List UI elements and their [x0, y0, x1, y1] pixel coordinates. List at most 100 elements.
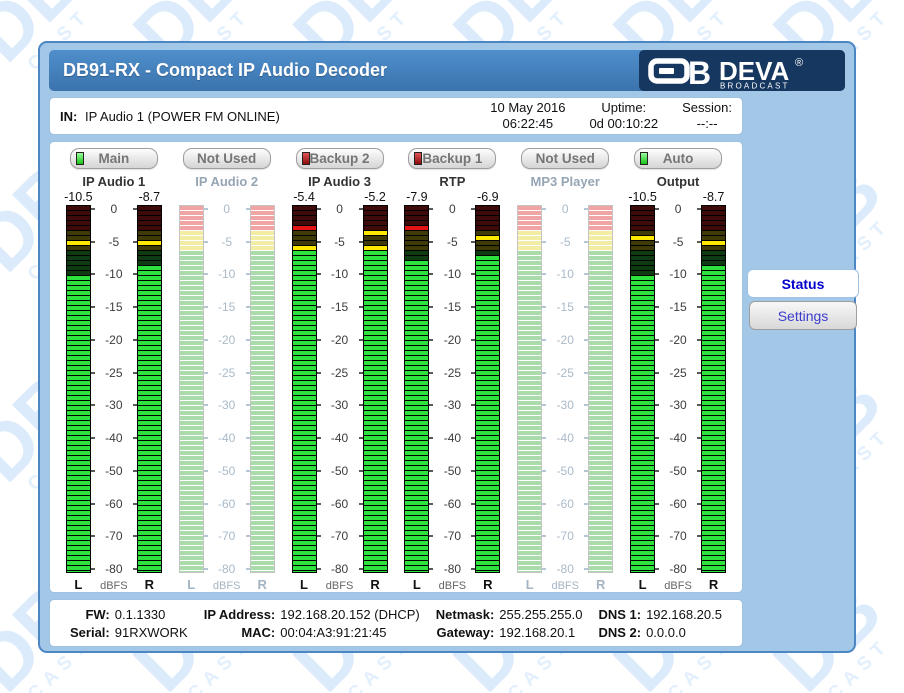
meter-segment [179, 436, 203, 440]
meter-segment [702, 231, 726, 235]
meter-segment [363, 416, 387, 420]
meter-segment [702, 396, 726, 400]
tick-dash [697, 437, 702, 440]
meter-segment [631, 511, 655, 515]
tick-label: -25 [443, 365, 462, 380]
meter-segment [702, 251, 726, 255]
meter-bars: 0 -5 -10 -15 -20 -25 -30 -40 -50 -60 -70 -80 [65, 202, 162, 576]
tick-dash [542, 437, 547, 440]
tick-dash [542, 404, 547, 407]
meter-segment [66, 406, 90, 410]
tick-dash [655, 568, 660, 570]
meter-segment [702, 401, 726, 405]
meter-segment [702, 246, 726, 250]
meter-segment [702, 311, 726, 315]
meter-segment [250, 401, 274, 405]
meter-segment [363, 496, 387, 500]
meter-segment [631, 301, 655, 305]
tick-label: -50 [669, 463, 687, 478]
meter-segment [179, 561, 203, 565]
red-led [301, 152, 310, 165]
scale-tick: -5 [542, 235, 589, 249]
tick-label: -10 [669, 267, 687, 282]
meter-segment [476, 551, 500, 555]
meter-segment [292, 486, 316, 490]
meter-segment [292, 346, 316, 350]
tick-dash [132, 273, 137, 276]
meter-segment [589, 336, 613, 340]
meter-segment [518, 461, 542, 465]
meter-segment [137, 411, 161, 415]
db-logo-dash [659, 67, 674, 74]
meter-segment [405, 261, 429, 265]
meter-segment [631, 556, 655, 560]
meter-segment [518, 431, 542, 435]
tick-dash [542, 371, 547, 374]
meter-segment [476, 421, 500, 425]
channel-label-left: L [187, 577, 196, 592]
meter-segment [405, 456, 429, 460]
meter-segment [363, 321, 387, 325]
tick-label: -15 [105, 300, 123, 315]
meter-segment [363, 251, 387, 255]
tick-dash [429, 437, 434, 440]
tick-dash [429, 306, 434, 309]
meter-segment [137, 451, 161, 455]
meter-segment [292, 516, 316, 520]
meter-segment [476, 561, 500, 565]
tab-settings[interactable]: Settings [749, 301, 857, 330]
tab-status[interactable]: Status [747, 269, 859, 298]
meter-segment [292, 236, 316, 240]
source-button-mp3-player[interactable]: Not Used [521, 148, 610, 169]
meter-segment [250, 406, 274, 410]
source-button-label: Auto [662, 151, 694, 166]
scale-tick: -50 [316, 464, 363, 478]
meter-segment [250, 551, 274, 555]
meter-segment [589, 391, 613, 395]
meter-segment [589, 466, 613, 470]
meter-segment [702, 426, 726, 430]
meter-segment [405, 501, 429, 505]
level-value-right: -8.7 [138, 190, 161, 204]
meter-segment [137, 321, 161, 325]
meter-segment [250, 451, 274, 455]
meter-segment [179, 526, 203, 530]
meter-segment [363, 326, 387, 330]
meter-segment [363, 376, 387, 380]
tick-dash [203, 306, 208, 309]
meter-segment [631, 371, 655, 375]
meter-segment [250, 306, 274, 310]
meter-segment [66, 361, 90, 365]
meter-segment [405, 346, 429, 350]
meter-segment [631, 351, 655, 355]
meter-segment [631, 496, 655, 500]
meter-segment [250, 241, 274, 245]
meter-segment [631, 571, 655, 572]
tick-label: -80 [669, 562, 687, 576]
registered-mark-icon: ® [795, 57, 803, 69]
meter-segment [631, 501, 655, 505]
meter-segment [250, 236, 274, 240]
footer-group: FW: 0.1.1330 Serial: 91RXWORK [70, 607, 188, 640]
tick-dash [132, 338, 137, 341]
source-button-ip-audio-2[interactable]: Not Used [182, 148, 271, 169]
tick-dash [584, 338, 589, 341]
source-button-output[interactable]: Auto [634, 148, 723, 169]
meter-segment [589, 291, 613, 295]
meter-segment [631, 256, 655, 260]
meter-segment [66, 506, 90, 510]
scale-tick: -15 [542, 300, 589, 314]
tick-label: -40 [556, 431, 574, 446]
source-button-ip-audio-1[interactable]: Main [69, 148, 158, 169]
source-button-rtp[interactable]: Backup 1 [408, 148, 497, 169]
meter-segment [292, 406, 316, 410]
tick-dash [584, 273, 589, 276]
meter-segment [292, 511, 316, 515]
meter-segment [631, 566, 655, 570]
meter-segment [405, 571, 429, 572]
meter-segment [292, 546, 316, 550]
meter-segment [405, 236, 429, 240]
meter-segment [179, 411, 203, 415]
source-button-ip-audio-3[interactable]: Backup 2 [295, 148, 384, 169]
tick-dash [358, 371, 363, 374]
